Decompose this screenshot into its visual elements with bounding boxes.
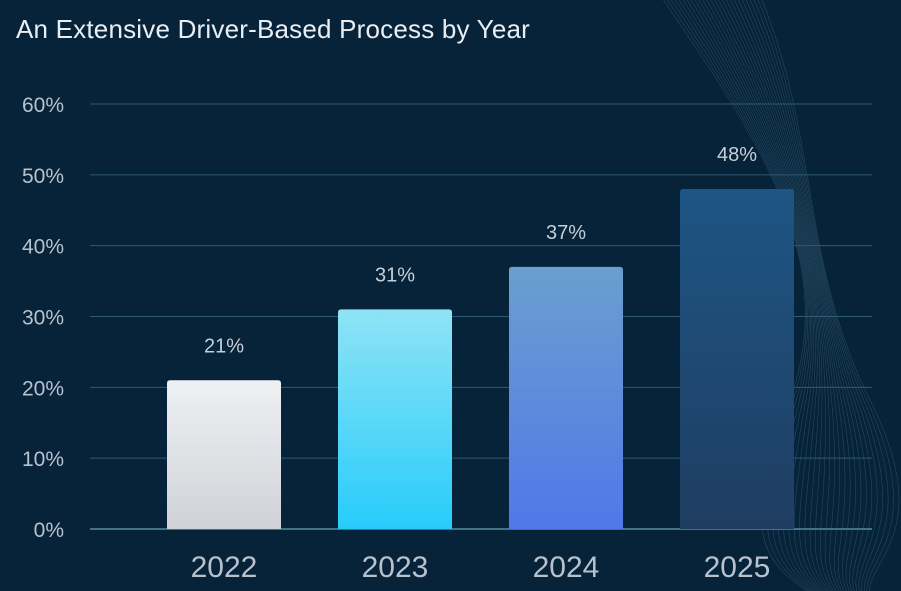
y-tick-label: 40% xyxy=(22,236,64,259)
y-tick-label: 20% xyxy=(22,377,64,400)
y-tick-label: 0% xyxy=(34,519,64,542)
bar-2023 xyxy=(338,309,452,529)
x-tick-label: 2022 xyxy=(191,551,258,584)
bar-2022 xyxy=(167,380,281,529)
x-tick-label: 2024 xyxy=(533,551,600,584)
data-label-2023: 31% xyxy=(375,264,415,286)
x-tick-label: 2025 xyxy=(704,551,771,584)
y-tick-label: 60% xyxy=(22,94,64,117)
y-tick-label: 10% xyxy=(22,448,64,471)
y-tick-label: 30% xyxy=(22,307,64,330)
bar-2024 xyxy=(509,266,623,529)
background-wave-decoration xyxy=(663,0,900,591)
data-label-2024: 37% xyxy=(546,222,586,244)
chart-title: An Extensive Driver-Based Process by Yea… xyxy=(16,14,530,44)
bar-2025 xyxy=(680,189,794,529)
x-tick-label: 2023 xyxy=(362,551,429,584)
data-label-2025: 48% xyxy=(717,144,757,166)
data-label-2022: 21% xyxy=(204,335,244,357)
y-tick-label: 50% xyxy=(22,165,64,188)
